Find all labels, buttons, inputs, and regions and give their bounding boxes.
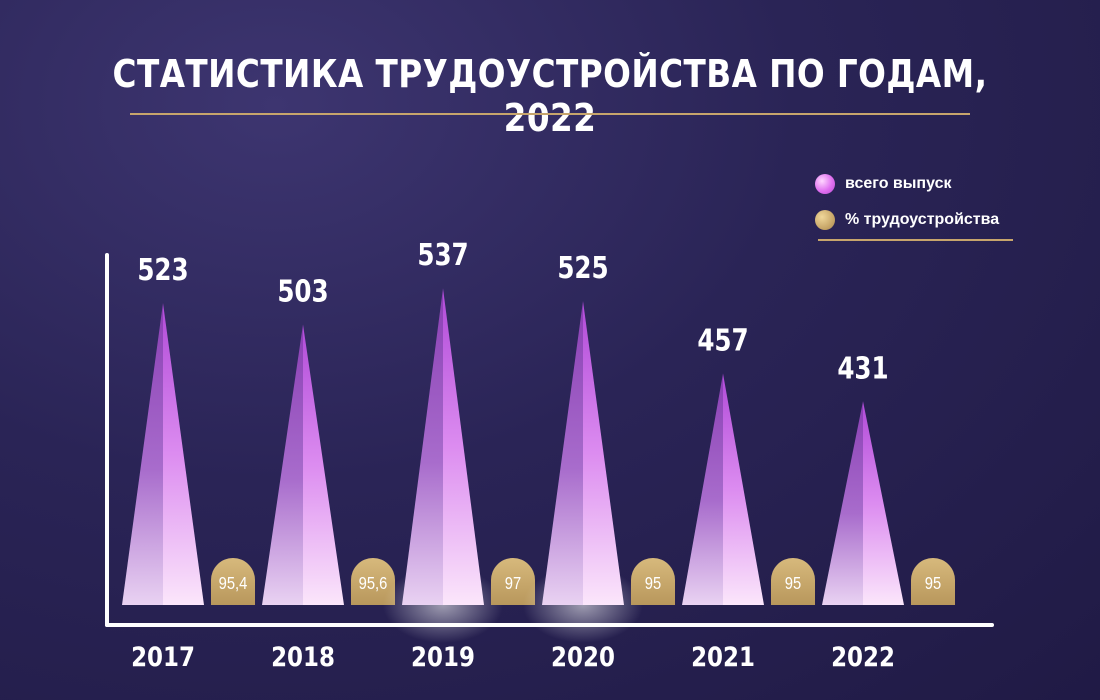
- data-label-percent: 95,6: [359, 574, 388, 594]
- bar-percent-2022: [911, 558, 955, 605]
- x-tick-label: 2017: [131, 641, 195, 672]
- data-label-percent: 97: [505, 574, 521, 594]
- data-label-total: 525: [557, 252, 608, 286]
- chart-title: СТАТИСТИКА ТРУДОУСТРОЙСТВА ПО ГОДАМ, 202…: [112, 52, 988, 140]
- data-label-total: 537: [417, 239, 468, 273]
- legend-item-percent: % трудоустройства: [815, 208, 999, 232]
- bar-percent-2018: [351, 558, 395, 605]
- legend-underline: [818, 239, 1013, 241]
- data-label-percent: 95: [785, 574, 801, 594]
- data-label-total: 457: [697, 324, 748, 358]
- bar-total-2021: [682, 373, 723, 605]
- bar-percent-2017: [211, 558, 255, 605]
- bar-total-2018: [262, 324, 303, 605]
- bar-total-2020: [542, 301, 583, 605]
- x-tick-label: 2018: [271, 641, 335, 672]
- x-tick-label: 2022: [831, 641, 895, 672]
- data-label-total: 523: [137, 254, 188, 288]
- title-underline: [130, 113, 970, 115]
- legend-swatch-total: [815, 174, 835, 194]
- bar-total-right-2019: [443, 288, 484, 605]
- x-tick-label: 2020: [551, 641, 615, 672]
- bar-total-2022: [822, 401, 863, 605]
- bar-percent-2019: [491, 558, 535, 605]
- bar-total-right-2021: [723, 373, 764, 605]
- bar-total-2017: [122, 303, 163, 605]
- legend-label-total: всего выпуск: [845, 175, 952, 192]
- data-label-total: 503: [277, 275, 328, 309]
- bar-total-right-2017: [163, 303, 204, 605]
- data-label-percent: 95: [645, 574, 661, 594]
- x-tick-label: 2019: [411, 641, 475, 672]
- data-label-total: 431: [837, 352, 888, 386]
- legend-label-percent: % трудоустройства: [845, 211, 1000, 228]
- legend-item-total: всего выпуск: [815, 172, 999, 196]
- bar-total-right-2018: [303, 324, 344, 605]
- data-label-percent: 95,4: [219, 574, 248, 594]
- data-label-percent: 95: [925, 574, 941, 594]
- bar-total-right-2022: [863, 401, 904, 605]
- legend: всего выпуск % трудоустройства: [815, 172, 999, 244]
- x-tick-label: 2021: [691, 641, 755, 672]
- bar-total-right-2020: [583, 301, 624, 605]
- bar-percent-2021: [771, 558, 815, 605]
- bar-total-2019: [402, 288, 443, 605]
- bar-percent-2020: [631, 558, 675, 605]
- legend-swatch-percent: [815, 210, 835, 230]
